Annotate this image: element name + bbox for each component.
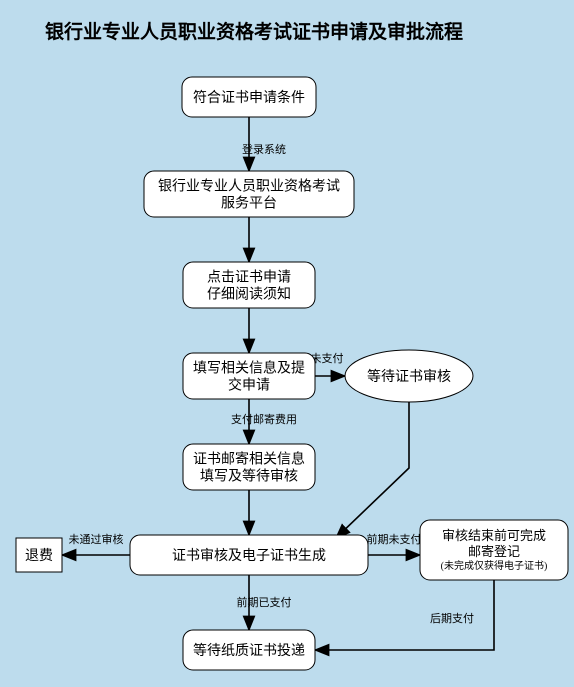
node-text: 证书邮寄相关信息	[193, 451, 305, 468]
node-n6: 证书审核及电子证书生成	[130, 535, 368, 575]
node-text: 退费	[25, 548, 53, 564]
node-n1: 符合证书申请条件	[182, 77, 316, 117]
node-text: 符合证书申请条件	[193, 89, 305, 106]
node-n10: 退费	[16, 538, 62, 572]
node-text: 仔细阅读须知	[207, 286, 291, 303]
node-text: 审核结束前可完成	[442, 528, 546, 543]
node-n9: 审核结束前可完成邮寄登记(未完成仅获得电子证书)	[420, 520, 568, 580]
node-text: 等待证书审核	[367, 368, 451, 385]
node-text: 交申请	[228, 377, 270, 394]
edge-label: 前期未支付	[367, 532, 422, 546]
node-text: 点击证书申请	[207, 270, 291, 286]
node-n3: 点击证书申请仔细阅读须知	[183, 262, 315, 308]
node-text: 证书审核及电子证书生成	[172, 548, 326, 564]
flowchart: 银行业专业人员职业资格考试证书申请及审批流程登录系统支付邮寄费用前期已支付未支付…	[0, 0, 574, 687]
node-n8: 等待证书审核	[345, 350, 473, 402]
node-text: 服务平台	[221, 196, 277, 212]
node-text: (未完成仅获得电子证书)	[441, 559, 548, 572]
node-text: 填写相关信息及提	[193, 360, 305, 377]
node-n7: 等待纸质证书投递	[183, 630, 315, 670]
edge-label: 后期支付	[430, 612, 474, 625]
edge-label: 未通过审核	[69, 532, 124, 546]
edge-label: 登录系统	[242, 142, 286, 156]
edge-label: 前期已支付	[237, 595, 292, 609]
node-text: 等待纸质证书投递	[193, 642, 305, 659]
node-text: 填写及等待审核	[200, 468, 298, 485]
node-n5: 证书邮寄相关信息填写及等待审核	[183, 444, 315, 490]
edge-label: 支付邮寄费用	[231, 412, 297, 426]
node-text: 邮寄登记	[468, 544, 520, 559]
node-text: 银行业专业人员职业资格考试	[158, 179, 340, 195]
node-n4: 填写相关信息及提交申请	[183, 353, 315, 399]
node-n2: 银行业专业人员职业资格考试服务平台	[144, 171, 354, 217]
page-title: 银行业专业人员职业资格考试证书申请及审批流程	[45, 20, 463, 43]
